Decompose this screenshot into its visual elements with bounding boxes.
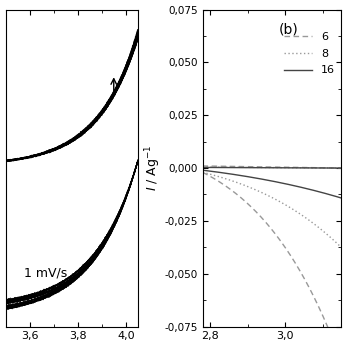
Text: 1 mV/s: 1 mV/s — [24, 266, 67, 279]
Y-axis label: $I$ / Ag$^{-1}$: $I$ / Ag$^{-1}$ — [143, 145, 163, 191]
Legend: 6, 8, 16: 6, 8, 16 — [280, 28, 339, 80]
Text: (b): (b) — [279, 22, 299, 36]
